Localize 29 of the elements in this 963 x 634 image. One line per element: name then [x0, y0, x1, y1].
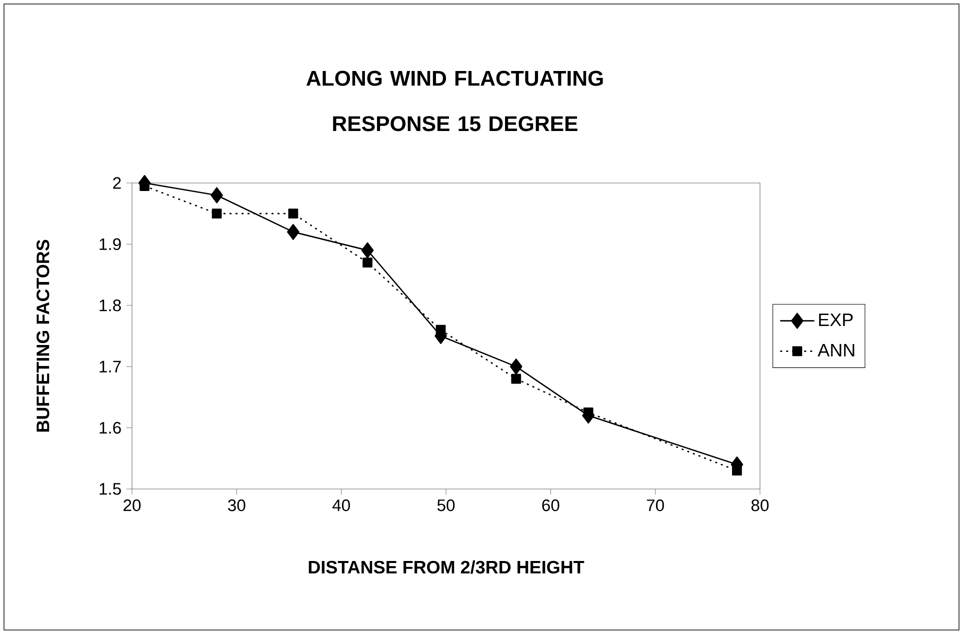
x-tick-label: 50 [437, 499, 455, 512]
point [210, 187, 223, 204]
y-tick-label: 1.9 [100, 238, 121, 250]
y-tick-label: 1.6 [100, 422, 121, 434]
x-tick-label: 60 [542, 499, 560, 512]
y-axis-title: BUFFETING FACTORS [36, 240, 50, 432]
y-tick-label: 1.7 [100, 360, 121, 372]
y-tick-label: 1.5 [100, 483, 121, 495]
legend-label: ANN [818, 344, 854, 356]
point [510, 358, 522, 375]
x-tick-label: 20 [124, 499, 141, 512]
point [212, 208, 222, 219]
point [732, 466, 742, 476]
point [511, 374, 522, 384]
x-tick-label: 80 [751, 499, 769, 512]
chart-title: ALONG WIND FLACTUATING RESPONSE 15 DEGREE [306, 70, 603, 132]
x-tick-label: 40 [332, 499, 350, 512]
point [436, 324, 446, 335]
x-tick-label: 30 [228, 499, 246, 512]
legend-label: EXP [819, 314, 853, 326]
x-tick-label: 70 [646, 499, 664, 512]
x-axis-title: DISTANSE FROM 2/3RD HEIGHT [308, 560, 584, 574]
y-tick-label: 2 [113, 177, 121, 189]
y-tick-label: 1.8 [100, 299, 121, 312]
point [362, 258, 372, 268]
point [288, 208, 298, 219]
point [361, 242, 374, 258]
point [140, 181, 150, 191]
point [287, 224, 300, 240]
